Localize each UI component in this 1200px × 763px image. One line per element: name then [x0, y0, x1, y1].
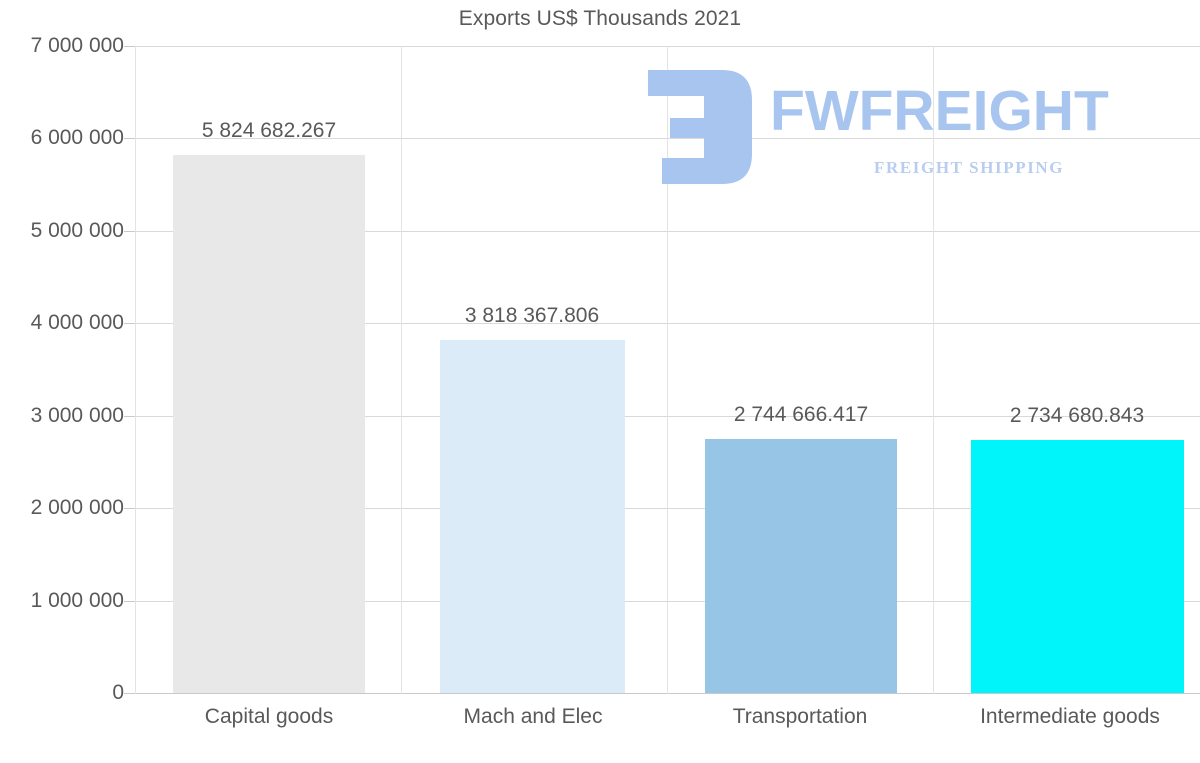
axis-tick: [124, 416, 135, 417]
axis-tick: [124, 138, 135, 139]
y-tick-label: 7 000 000: [30, 34, 124, 57]
y-tick-label: 1 000 000: [30, 589, 124, 612]
bar-capital-goods[interactable]: [173, 155, 365, 693]
y-axis: 7 000 000 6 000 000 5 000 000 4 000 000 …: [0, 0, 124, 763]
axis-tick: [124, 323, 135, 324]
bar-intermediate-goods[interactable]: [971, 440, 1184, 693]
axis-tick: [124, 693, 135, 694]
axis-tick: [124, 231, 135, 232]
gridline-vertical: [401, 46, 402, 694]
bar-value-label: 5 824 682.267: [201, 119, 337, 142]
bar-mach-and-elec[interactable]: [440, 340, 625, 693]
bar-transportation[interactable]: [705, 439, 897, 693]
gridline-vertical: [933, 46, 934, 694]
x-tick-label-transportation: Transportation: [732, 705, 868, 728]
bar-value-label: 3 818 367.806: [464, 304, 600, 327]
chart-title: Exports US$ Thousands 2021: [458, 7, 742, 30]
x-tick-label-intermediate-goods: Intermediate goods: [980, 705, 1160, 728]
x-tick-label-capital-goods: Capital goods: [204, 705, 334, 728]
x-tick-label-mach-and-elec: Mach and Elec: [463, 705, 603, 728]
y-tick-label: 2 000 000: [30, 496, 124, 519]
gridline-vertical: [667, 46, 668, 694]
gridline-vertical: [135, 46, 136, 694]
axis-tick: [124, 46, 135, 47]
bar-value-label: 2 744 666.417: [733, 403, 869, 426]
y-tick-label: 3 000 000: [30, 404, 124, 427]
axis-tick: [124, 601, 135, 602]
y-tick-label: 4 000 000: [30, 311, 124, 334]
plot-area: 5 824 682.267 3 818 367.806 2 744 666.41…: [124, 46, 1200, 694]
axis-tick: [124, 508, 135, 509]
y-tick-label: 0: [112, 681, 124, 704]
bar-value-label: 2 734 680.843: [1009, 404, 1145, 427]
y-tick-label: 6 000 000: [30, 126, 124, 149]
y-tick-label: 5 000 000: [30, 219, 124, 242]
